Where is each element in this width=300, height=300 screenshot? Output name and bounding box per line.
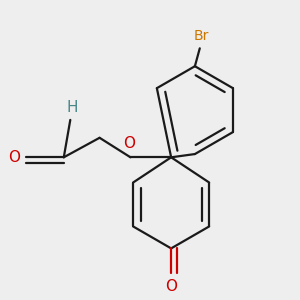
Text: O: O [123, 136, 135, 152]
Text: O: O [8, 150, 20, 165]
Text: O: O [165, 279, 177, 294]
Text: H: H [66, 100, 78, 115]
Text: Br: Br [194, 29, 209, 44]
